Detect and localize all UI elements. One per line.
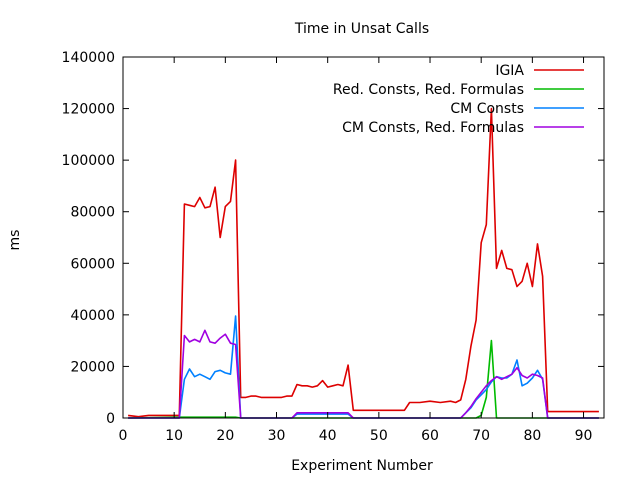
x-tick-label: 40 [319, 428, 337, 444]
x-tick-label: 60 [421, 428, 439, 444]
legend: IGIA Red. Consts, Red. Formulas CM Consts C… [333, 63, 584, 136]
x-tick-label: 0 [119, 428, 128, 444]
y-axis-label: ms [7, 230, 23, 251]
legend-label-4: CM Consts, Red. Formulas [342, 120, 524, 136]
y-tick-label: 0 [106, 411, 115, 427]
y-tick-label: 120000 [62, 102, 115, 118]
x-tick-label: 90 [575, 428, 593, 444]
x-tick-label: 10 [165, 428, 183, 444]
series-line-4 [128, 329, 599, 419]
legend-label-2: Red. Consts, Red. Formulas [333, 82, 524, 98]
legend-label-3: CM Consts [450, 101, 524, 117]
plot-frame [122, 56, 605, 419]
x-tick-label: 50 [370, 428, 388, 444]
y-tick-label: 40000 [70, 308, 115, 324]
axes: 0 20000 40000 60000 80000 100000 120000 140000 0… [62, 50, 605, 444]
x-tick-label: 30 [268, 428, 286, 444]
y-tick-label: 60000 [70, 256, 115, 272]
plot-area [127, 107, 599, 419]
x-tick-label: 70 [472, 428, 490, 444]
x-tick-label: 20 [216, 428, 234, 444]
x-axis-label: Experiment Number [291, 458, 433, 474]
series-line-3 [128, 315, 599, 419]
x-tick-label: 80 [523, 428, 541, 444]
chart-title: Time in Unsat Calls [294, 21, 429, 37]
y-tick-label: 140000 [62, 50, 115, 66]
series-line-1 [127, 107, 599, 418]
y-tick-label: 100000 [62, 153, 115, 169]
legend-label-1: IGIA [495, 63, 524, 79]
series-line-2 [128, 339, 599, 419]
y-tick-label: 20000 [70, 359, 115, 375]
y-tick-label: 80000 [70, 205, 115, 221]
